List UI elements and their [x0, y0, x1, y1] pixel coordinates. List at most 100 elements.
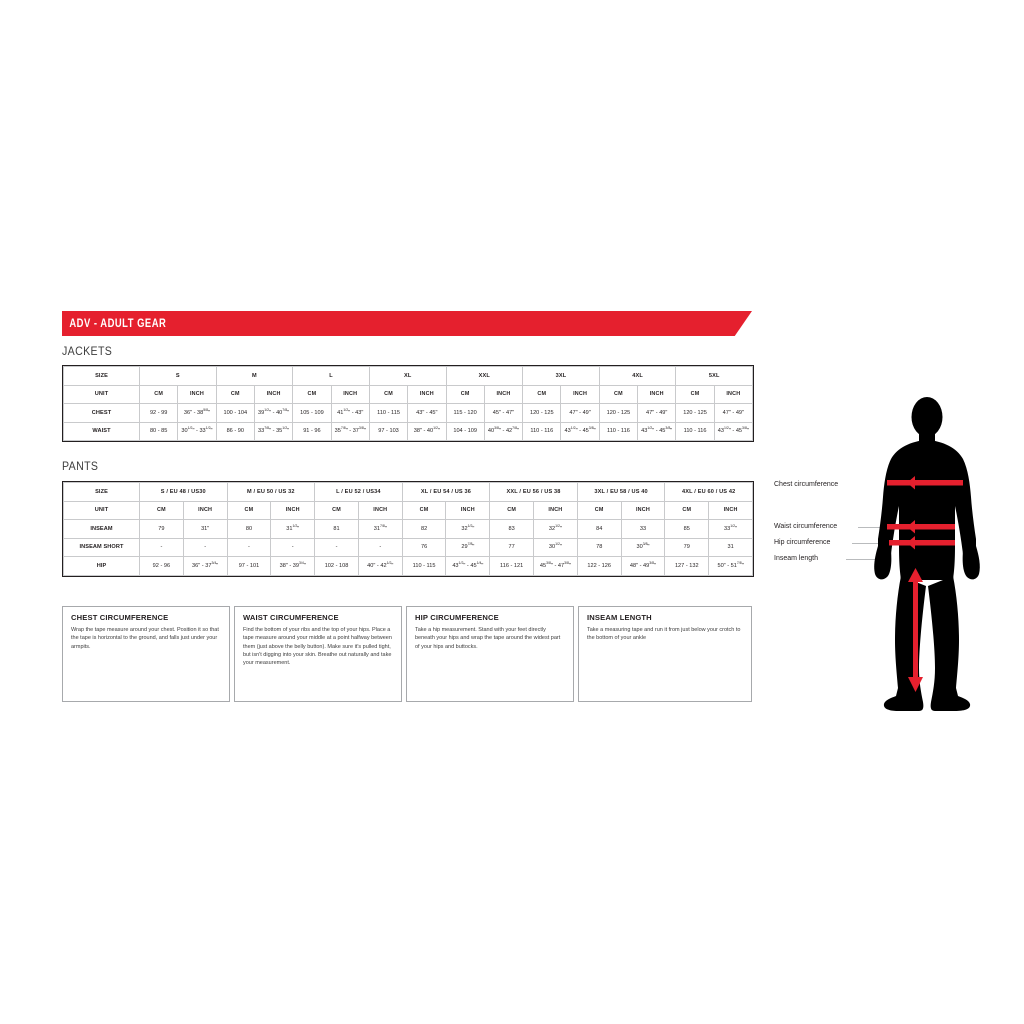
unit-inch: INCH	[620, 500, 666, 521]
value-cm: 81	[314, 519, 359, 539]
size-header: M / EU 50 / US 32	[226, 482, 316, 502]
jackets-table: SIZE S M L XL XXL 3XL 4XL 5XL UNIT CM INCH CM INCH CM I…	[62, 365, 754, 443]
row-label-unit: UNIT	[63, 384, 140, 405]
value-cm: 78	[576, 537, 622, 558]
chest-measure-arrow-icon	[887, 476, 963, 490]
unit-inch: INCH	[637, 384, 677, 405]
size-header: M	[215, 366, 294, 386]
value-cm: 92 - 99	[138, 403, 179, 423]
value-cm: 80	[226, 519, 272, 539]
row-label-inseam: INSEAM	[63, 519, 140, 539]
size-header: XXL / EU 56 / US 38	[489, 482, 578, 502]
value-inch: -	[270, 537, 316, 558]
size-header: 3XL / EU 58 / US 40	[576, 482, 666, 502]
table-row: INSEAM SHORT - - - - - -76 297/8" 77 301/2" 78 303/…	[63, 537, 753, 558]
info-box-text: Take a measuring tape and run it from ju…	[587, 627, 741, 642]
unit-cm: CM	[598, 384, 639, 405]
unit-cm: CM	[314, 500, 359, 521]
table-row-size: SIZE S M L XL XXL 3XL 4XL 5XL	[63, 366, 753, 386]
value-inch: 403/8" - 427/8"	[483, 421, 524, 442]
info-box-hip: HIP CIRCUMFERENCE Take a hip measurement…	[406, 606, 574, 702]
unit-inch: INCH	[533, 500, 578, 521]
value-cm: -	[226, 537, 272, 558]
size-header: 4XL	[598, 366, 677, 386]
value-cm: 92 - 96	[139, 556, 184, 576]
value-cm: 86 - 90	[215, 421, 255, 442]
leader-line-inseam	[846, 559, 882, 560]
value-cm: 100 - 104	[215, 403, 255, 423]
row-label-inseam_short: INSEAM SHORT	[63, 537, 140, 558]
value-inch: 303/8"	[620, 537, 666, 558]
value-inch: 47" - 49"	[713, 403, 754, 423]
value-inch: 31"	[182, 519, 228, 539]
value-inch: 36" - 385/8"	[177, 403, 217, 423]
inseam-measure-arrow-icon	[908, 568, 923, 692]
unit-cm: CM	[138, 384, 179, 405]
unit-inch: INCH	[270, 500, 316, 521]
value-cm: 122 - 126	[576, 556, 622, 576]
value-inch: 301/2"	[533, 537, 578, 558]
size-header: L / EU 52 / US34	[314, 482, 403, 502]
value-inch: -	[182, 537, 228, 558]
row-label-size: SIZE	[63, 482, 140, 502]
waist-measure-arrow-icon	[887, 520, 955, 534]
value-inch: 431/2" - 453/8"	[713, 421, 754, 442]
unit-cm: CM	[215, 384, 255, 405]
unit-inch: INCH	[560, 384, 600, 405]
value-cm: 102 - 108	[314, 556, 359, 576]
size-header: XL / EU 54 / US 36	[401, 482, 491, 502]
value-inch: 321/2"	[533, 519, 578, 539]
table-row: WAIST 80 - 85 301/2" - 331/2" 86 - 90 337/8"…	[63, 421, 754, 442]
unit-cm: CM	[664, 500, 710, 521]
size-header: 4XL / EU 60 / US 42	[664, 482, 753, 502]
unit-cm: CM	[522, 384, 562, 405]
value-inch: 331/2"	[708, 519, 753, 539]
pants-table: SIZE S / EU 48 / US30 M / EU 50 / US 32 L /…	[62, 481, 754, 577]
unit-inch: INCH	[713, 384, 754, 405]
value-inch: 38" - 393/4"	[270, 556, 316, 576]
value-cm: -	[314, 537, 359, 558]
value-cm: 115 - 120	[445, 403, 485, 423]
info-box-title: INSEAM LENGTH	[587, 613, 652, 622]
info-box-title: WAIST CIRCUMFERENCE	[243, 613, 339, 622]
unit-inch: INCH	[407, 384, 447, 405]
value-inch: 431/2" - 451/4"	[445, 556, 491, 576]
value-cm: 97 - 101	[226, 556, 272, 576]
table-row-size: SIZE S / EU 48 / US30 M / EU 50 / US 32 L /…	[63, 482, 753, 502]
value-inch: 317/8"	[357, 519, 403, 539]
unit-inch: INCH	[708, 500, 753, 521]
info-box-chest: CHEST CIRCUMFERENCE Wrap the tape measur…	[62, 606, 230, 702]
value-cm: 80 - 85	[138, 421, 179, 442]
callout-hip: Hip circumference	[774, 539, 831, 546]
value-cm: 116 - 121	[489, 556, 535, 576]
value-cm: 79	[139, 519, 184, 539]
body-silhouette-icon	[874, 397, 980, 711]
human-figure-diagram	[853, 396, 1001, 716]
value-cm: 97 - 103	[368, 421, 409, 442]
value-cm: 120 - 125	[598, 403, 639, 423]
value-cm: 110 - 116	[598, 421, 639, 442]
value-cm: 79	[664, 537, 710, 558]
value-cm: 127 - 132	[664, 556, 710, 576]
unit-cm: CM	[401, 500, 447, 521]
value-inch: 45" - 47"	[483, 403, 524, 423]
unit-cm: CM	[675, 384, 715, 405]
value-inch: 38" - 401/2"	[407, 421, 447, 442]
table-row: CHEST 92 - 99 36" - 385/8" 100 - 104 391/2" …	[63, 403, 754, 423]
value-cm: 110 - 116	[675, 421, 715, 442]
unit-inch: INCH	[483, 384, 524, 405]
unit-inch: INCH	[330, 384, 370, 405]
value-cm: 110 - 116	[522, 421, 562, 442]
value-cm: 91 - 96	[292, 421, 332, 442]
value-cm: 120 - 125	[522, 403, 562, 423]
leader-line-waist	[858, 527, 894, 528]
value-inch: 47" - 49"	[637, 403, 677, 423]
unit-inch: INCH	[253, 384, 294, 405]
unit-inch: INCH	[177, 384, 217, 405]
row-label-waist: WAIST	[63, 421, 140, 442]
table-row-unit: UNIT CM INCH CM INCH CM INCH CM INCH CM INCH CM INCH…	[63, 384, 754, 405]
size-header: 3XL	[522, 366, 600, 386]
value-cm: 105 - 109	[292, 403, 332, 423]
value-cm: 104 - 109	[445, 421, 485, 442]
value-inch: 357/8" - 373/8"	[330, 421, 370, 442]
